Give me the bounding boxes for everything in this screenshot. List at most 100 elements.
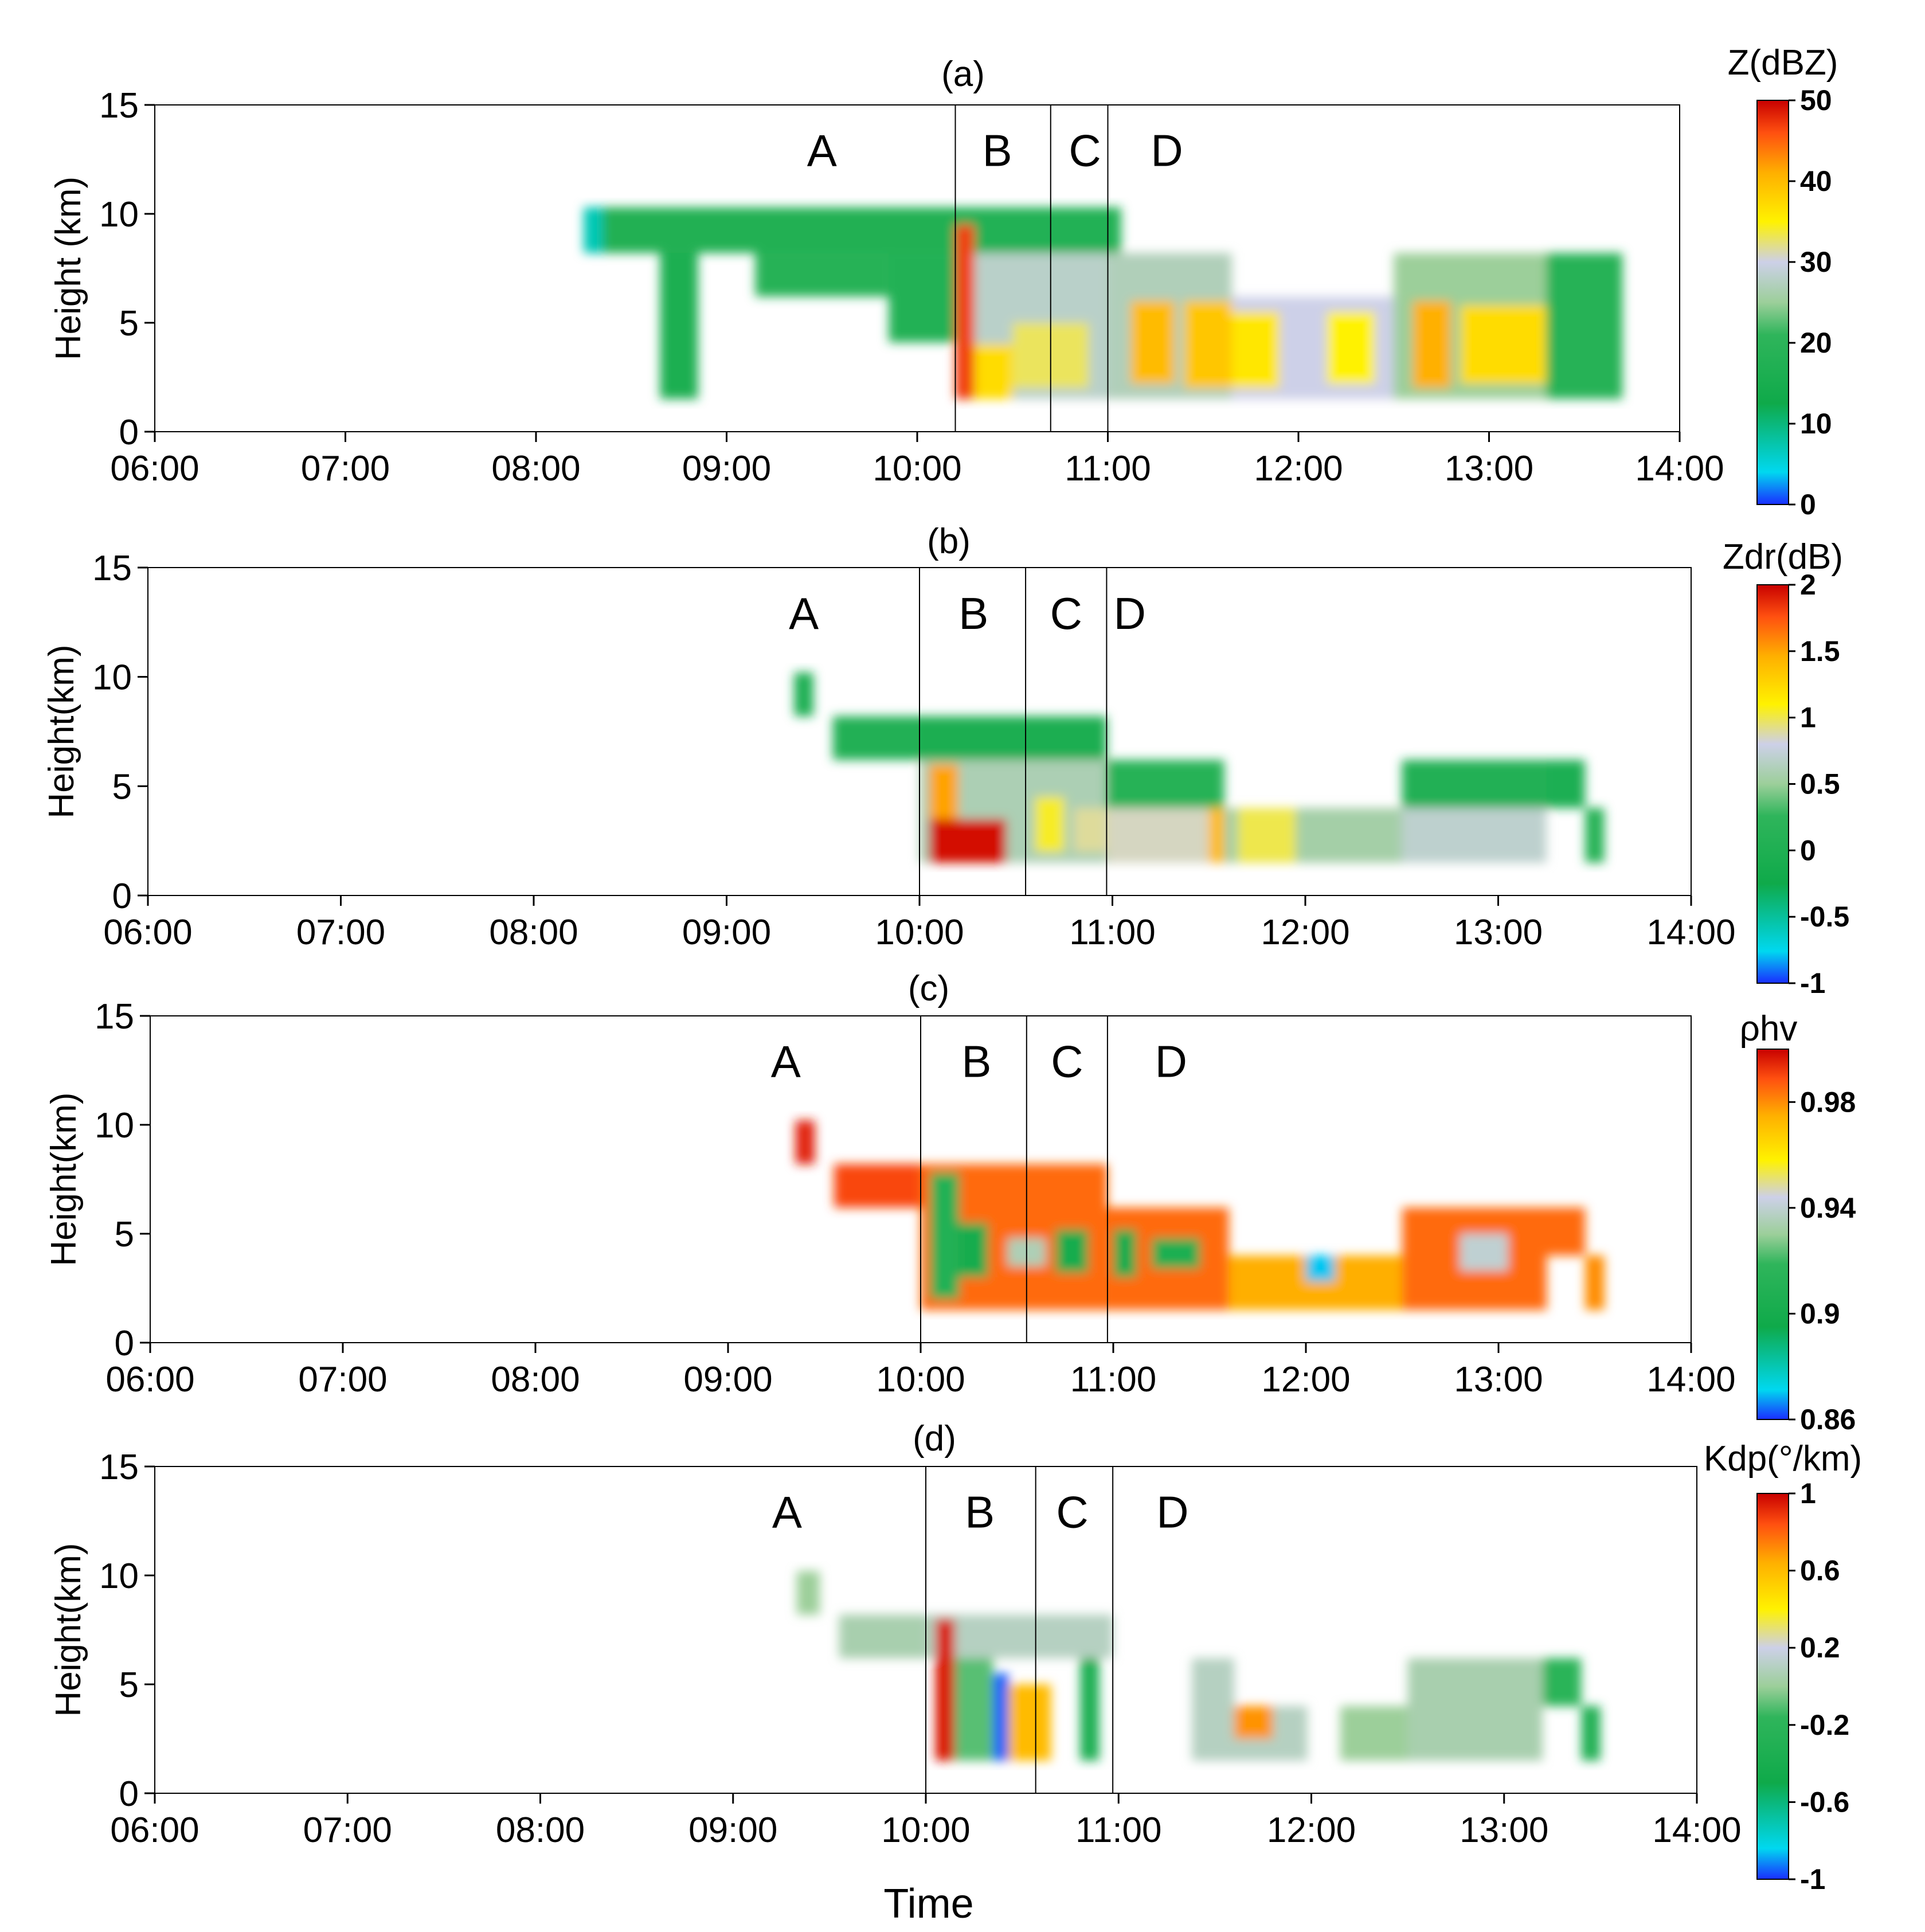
y-tick-label: 15 — [92, 549, 132, 588]
y-tick-label: 0 — [112, 877, 132, 916]
heatmap-cell — [832, 716, 920, 760]
y-tick-label: 0 — [119, 413, 139, 452]
heatmap-cell — [1106, 808, 1224, 863]
x-tick-label: 08:00 — [491, 449, 580, 488]
heatmap-cell — [1234, 1706, 1273, 1739]
heatmap-cell — [1008, 1684, 1051, 1761]
x-tick-label: 07:00 — [303, 1810, 392, 1850]
colorbar-tick-label: 0.9 — [1800, 1297, 1840, 1329]
colorbar-gradient — [1756, 584, 1789, 984]
colorbar-tick-label: 0.6 — [1800, 1555, 1840, 1587]
heatmap-cell — [1130, 301, 1175, 384]
y-tick-label: 15 — [99, 86, 139, 126]
heatmap-cell — [584, 207, 956, 253]
x-tick-label: 07:00 — [301, 449, 390, 488]
colorbar-tick-label: -0.5 — [1800, 901, 1849, 933]
heatmap-field — [796, 1571, 1601, 1761]
y-tick-label: 10 — [92, 658, 132, 698]
colorbar-tick-label: 1 — [1800, 702, 1816, 734]
x-tick-label: 11:00 — [1075, 1810, 1162, 1850]
x-tick-label: 10:00 — [875, 913, 964, 952]
heatmap-cell — [1546, 760, 1585, 808]
heatmap-cell — [1184, 301, 1232, 388]
colorbar-tick-label: 0.94 — [1800, 1192, 1856, 1224]
colorbar-tick-label: 0 — [1800, 834, 1816, 866]
y-tick-label: 5 — [115, 1215, 134, 1254]
colorbar-tick-label: 0.98 — [1800, 1086, 1856, 1118]
colorbar-tick-label: -1 — [1800, 967, 1825, 999]
heatmap-cell — [839, 1614, 926, 1659]
heatmap-cell — [1080, 1658, 1100, 1761]
heatmap-cell — [935, 1619, 955, 1761]
heatmap-smoothed — [796, 1571, 1601, 1761]
heatmap-cell — [1543, 1658, 1582, 1706]
heatmap-cell — [1055, 1229, 1089, 1273]
heatmap-cell — [1547, 1207, 1586, 1256]
panel-title: (d) — [913, 1419, 956, 1458]
heatmap-cell — [794, 672, 813, 717]
heatmap-cell — [954, 1658, 993, 1761]
phase-label-c: C — [1069, 125, 1101, 175]
x-tick-label: 14:00 — [1652, 1810, 1741, 1850]
colorbar-tick-label: 1.5 — [1800, 635, 1840, 667]
phase-label-d: D — [1151, 125, 1183, 175]
x-tick-label: 10:00 — [881, 1810, 970, 1850]
heatmap-cell — [1238, 808, 1296, 863]
x-tick-label: 13:00 — [1454, 913, 1543, 952]
x-tick-label: 07:00 — [296, 913, 385, 952]
heatmap-cell — [1152, 1238, 1200, 1269]
y-axis-title: Height(km) — [42, 644, 81, 818]
x-tick-label: 14:00 — [1635, 449, 1724, 488]
phase-label-c: C — [1056, 1487, 1088, 1537]
y-axis-title: Height(km) — [44, 1092, 84, 1266]
x-tick-label: 06:00 — [110, 1810, 199, 1850]
y-tick-label: 0 — [115, 1324, 134, 1363]
heatmap-cell — [955, 207, 1121, 253]
y-tick-label: 10 — [99, 1556, 139, 1596]
heatmap-cell — [929, 764, 958, 819]
x-tick-label: 10:00 — [872, 449, 961, 488]
y-tick-label: 5 — [119, 1665, 139, 1705]
x-tick-label: 09:00 — [682, 449, 771, 488]
y-tick-label: 15 — [99, 1448, 139, 1487]
x-tick-label: 10:00 — [876, 1360, 965, 1399]
heatmap-cell — [1402, 808, 1547, 863]
y-tick-label: 0 — [119, 1774, 139, 1814]
heatmap-cell — [795, 1120, 815, 1164]
phase-label-b: B — [983, 125, 1012, 175]
y-tick-label: 5 — [119, 304, 139, 343]
x-tick-label: 11:00 — [1069, 913, 1156, 952]
y-tick-label: 15 — [95, 997, 134, 1037]
phase-label-c: C — [1051, 1036, 1083, 1086]
heatmap-field — [584, 207, 1623, 399]
heatmap-cell — [1546, 253, 1623, 399]
colorbar-tick-label: -1 — [1800, 1863, 1825, 1895]
colorbar-tick-label: 0.2 — [1800, 1632, 1840, 1664]
colorbar-title: Zdr(dB) — [1723, 537, 1843, 577]
colorbar-gradient — [1756, 100, 1789, 505]
heatmap-cell — [993, 1673, 1009, 1761]
x-tick-label: 09:00 — [682, 913, 771, 952]
phase-label-a: A — [789, 588, 819, 639]
panel-c: 0 5 10 15 06:00 07:00 08:00 09:00 10:00 11:00 12:0… — [44, 969, 1856, 1436]
x-tick-label: 14:00 — [1646, 1360, 1735, 1399]
heatmap-cell — [1407, 1658, 1543, 1761]
colorbar-tick-label: 0 — [1800, 488, 1816, 521]
y-axis-title: Height(km) — [49, 1543, 88, 1716]
x-tick-label: 07:00 — [298, 1360, 387, 1399]
x-tick-label: 06:00 — [105, 1360, 194, 1399]
panel-a: 0 5 10 15 06:00 07:00 08:00 09:00 10:00 11:00 12:0… — [49, 43, 1838, 521]
phase-label-d: D — [1114, 588, 1146, 639]
heatmap-cell — [1581, 1706, 1601, 1761]
heatmap-cell — [955, 225, 975, 399]
heatmap-field — [795, 1120, 1605, 1310]
x-tick-label: 08:00 — [491, 1360, 580, 1399]
heatmap-smoothed — [795, 1120, 1605, 1310]
heatmap-cell — [1460, 1234, 1508, 1271]
panel-title: (b) — [927, 522, 971, 561]
phase-label-a: A — [771, 1036, 801, 1086]
heatmap-cell — [1327, 312, 1375, 384]
heatmap-smoothed — [584, 207, 1623, 399]
